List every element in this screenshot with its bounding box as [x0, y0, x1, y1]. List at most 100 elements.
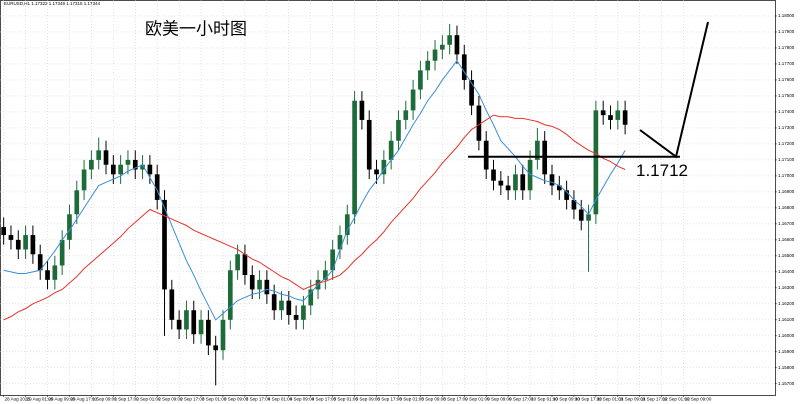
candle-body [418, 70, 423, 90]
candle-body [271, 294, 277, 311]
candle-body [556, 185, 562, 191]
y-tick-label: 1.17000 [778, 173, 795, 178]
candle-body [140, 164, 145, 170]
candle-body [410, 89, 416, 111]
x-tick-label: 28 Aug 2025 [5, 397, 31, 402]
candle-body [125, 159, 131, 165]
y-tick-label: 1.16200 [778, 301, 795, 306]
candle-body [608, 115, 613, 120]
x-tick-label: 10 Sep 01:00 [531, 397, 558, 402]
candle-body [454, 35, 460, 55]
x-tick-label: 5 Sep 17:00 [378, 397, 403, 402]
candle-body [366, 119, 372, 170]
candle-body [198, 319, 204, 335]
candle-body [527, 159, 533, 191]
candle-body [132, 159, 138, 170]
x-tick-label: 11 Sep 01:00 [597, 397, 624, 402]
candle-body [600, 110, 606, 116]
x-tick-label: 2 Sep 01:00 [136, 397, 161, 402]
candle-body [564, 190, 569, 200]
y-tick-label: 1.17600 [778, 77, 795, 82]
candle-body [425, 60, 431, 71]
x-tick-label: 8 Sep 01:00 [399, 397, 424, 402]
y-tick-label: 1.16700 [778, 221, 795, 226]
candle-body [403, 110, 409, 120]
y-tick-label: 1.16400 [778, 269, 795, 274]
candle-body [176, 319, 182, 330]
candle-body [330, 249, 336, 271]
candle-body [293, 315, 299, 320]
candle-body [571, 199, 577, 210]
candle-body [374, 169, 379, 175]
x-tick-label: 3 Sep 01:00 [202, 397, 227, 402]
candle-body [432, 49, 438, 61]
candle-body [81, 169, 87, 191]
candle-body [45, 270, 50, 280]
x-tick-label: 29 Aug 17:00 [70, 397, 97, 402]
candle-body [213, 345, 219, 351]
candle-body [110, 164, 116, 175]
candle-body [286, 300, 292, 316]
y-tick-label: 1.16500 [778, 253, 795, 258]
y-tick-label: 1.17200 [778, 141, 795, 146]
candle-body [227, 270, 233, 320]
y-tick-label: 1.17100 [778, 157, 795, 162]
x-tick-label: 1 Sep 17:00 [114, 397, 139, 402]
candle-body [257, 279, 262, 290]
x-tick-label: 4 Sep 01:00 [268, 397, 293, 402]
candle-body [8, 235, 14, 240]
candle-body [147, 164, 153, 175]
candle-body [352, 100, 357, 215]
candle-body [308, 289, 314, 306]
candle-body [615, 110, 621, 120]
x-tick-label: 12 Sep 01:00 [663, 397, 690, 402]
candle-body [96, 150, 102, 160]
y-tick-label: 1.17700 [778, 61, 795, 66]
x-tick-label: 9 Sep 09:00 [487, 397, 512, 402]
x-tick-label: 3 Sep 17:00 [246, 397, 271, 402]
candle-body [23, 235, 28, 250]
candle-body [1, 227, 6, 236]
candle-body [15, 239, 21, 250]
candle-body [447, 35, 452, 45]
candle-body [154, 174, 160, 200]
candle-body [162, 199, 167, 290]
moving-average [3, 114, 626, 321]
candle-body [169, 289, 175, 320]
x-tick-label: 8 Sep 09:00 [421, 397, 446, 402]
y-tick-label: 1.17800 [778, 45, 795, 50]
x-tick-label: 10 Sep 17:00 [575, 397, 602, 402]
candle-body [323, 270, 328, 280]
x-tick-label: 10 Sep 09:00 [553, 397, 580, 402]
candle-body [439, 44, 445, 50]
y-tick-label: 1.16900 [778, 189, 795, 194]
candle-body [476, 105, 482, 141]
y-tick-label: 1.18000 [778, 13, 795, 18]
chart-title: 欧美一小时图 [145, 19, 247, 38]
candle-body [461, 54, 467, 80]
candle-body [59, 239, 65, 266]
candle-body [388, 140, 394, 160]
candle-body [513, 174, 518, 191]
candle-body [30, 235, 36, 255]
y-tick-label: 1.16000 [778, 333, 795, 338]
y-tick-label: 1.15800 [778, 365, 795, 370]
candle-body [396, 119, 401, 141]
y-tick-label: 1.17400 [778, 109, 795, 114]
candle-body [74, 190, 80, 215]
candle-body [206, 319, 211, 346]
y-tick-label: 1.16300 [778, 285, 795, 290]
candle-body [344, 214, 350, 236]
x-tick-label: 12 Sep 09:00 [685, 397, 712, 402]
candle-body [242, 254, 248, 276]
candle-body [483, 140, 489, 170]
candle-body [220, 319, 226, 351]
candle-body [235, 254, 240, 271]
candle-body [549, 174, 555, 186]
x-tick-label: 11 Sep 17:00 [641, 397, 668, 402]
y-tick-label: 1.17300 [778, 125, 795, 130]
candle-body [381, 159, 387, 175]
candle-body [593, 110, 599, 215]
